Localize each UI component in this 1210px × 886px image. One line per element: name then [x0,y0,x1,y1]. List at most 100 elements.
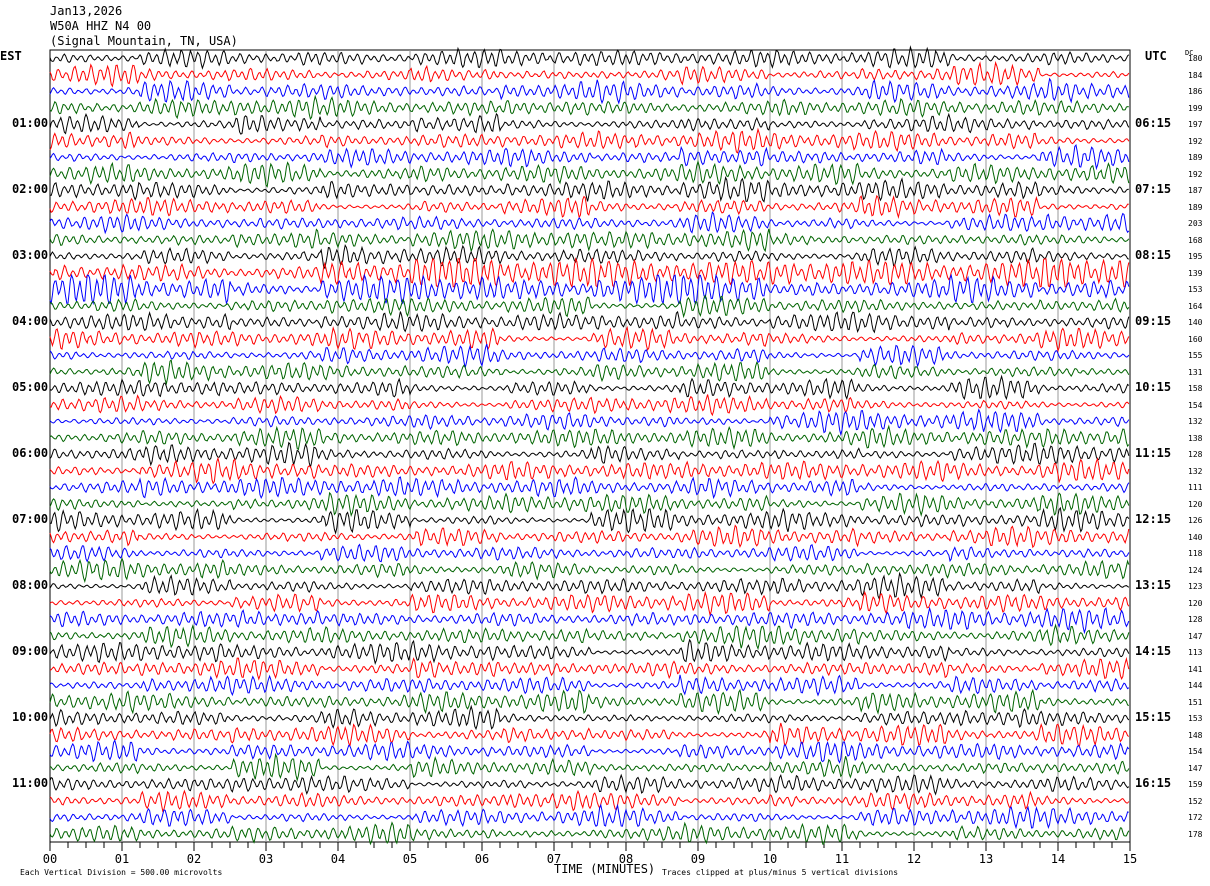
utc-time-label: 07:15 [1135,182,1172,197]
trace-line [49,228,1130,253]
dc-offset-label: 178 [1188,829,1203,839]
dc-offset-label: 120 [1188,598,1203,608]
utc-label: UTC [1145,49,1167,63]
x-tick-label: 02 [187,852,201,866]
x-tick-label: 03 [259,852,273,866]
dc-offset-label: 147 [1188,631,1203,641]
utc-time-label: 11:15 [1135,446,1172,461]
plot-frame [49,49,1131,843]
est-time-label: 02:00 [12,182,49,197]
x-tick-label: 12 [907,852,921,866]
dc-offset-label: 203 [1188,219,1203,229]
est-time-label: 03:00 [12,248,49,263]
trace-line [49,94,1129,121]
x-tick-label: 05 [403,852,417,866]
trace-line [49,160,1130,188]
trace-line [49,773,1130,796]
trace-line [49,688,1129,716]
est-time-label: 11:00 [12,776,49,791]
trace-line [49,789,1130,813]
utc-time-label: 08:15 [1135,248,1172,263]
dc-offset-label: 168 [1188,235,1203,245]
dc-offset-label: 132 [1188,417,1203,427]
location-label: (Signal Mountain, TN, USA) [50,34,238,48]
dc-offset-label: 154 [1188,400,1203,410]
dc-offset-label: 139 [1188,268,1203,278]
dc-offset-label: 128 [1188,450,1203,460]
trace-line [49,127,1130,154]
utc-time-label: 09:15 [1135,314,1172,329]
est-time-label: 09:00 [12,644,49,659]
trace-line [49,211,1130,235]
trace-line [49,325,1130,353]
dc-offset-label: 140 [1188,532,1203,542]
est-time-label: 10:00 [12,710,49,725]
dc-offset-label: 189 [1188,202,1203,212]
dc-offset-label: 131 [1188,367,1203,377]
x-tick-label: 08 [619,852,633,866]
trace-line [49,60,1130,88]
x-axis-title: TIME (MINUTES) [554,862,656,876]
scale-note: Each Vertical Division = 500.00 microvol… [20,868,223,877]
dc-offset-label: 160 [1188,334,1203,344]
x-tick-label: 09 [691,852,705,866]
dc-offset-label: 151 [1188,697,1203,707]
trace-line [49,408,1130,437]
trace-line [49,343,1130,368]
trace-line [49,257,1130,289]
x-tick-label: 01 [115,852,129,866]
x-tick-label: 10 [763,852,777,866]
trace-line [49,590,1130,617]
trace-line [49,739,1130,764]
dc-offset-label: 140 [1188,318,1203,328]
trace-line [49,273,1130,306]
dc-offset-label: 189 [1188,153,1203,163]
dc-offset-label: 192 [1188,136,1203,146]
dc-offset-label: 153 [1188,714,1203,724]
est-time-label: 04:00 [12,314,49,329]
dc-offset-label: 187 [1188,186,1203,196]
dc-offset-label: 197 [1188,120,1203,130]
trace-line [49,143,1130,171]
dc-offset-label: 152 [1188,796,1203,806]
utc-time-label: 06:15 [1135,116,1172,131]
trace-line [49,638,1130,665]
dc-offset-label: 172 [1188,813,1203,823]
dc-offset-label: 159 [1188,780,1203,790]
utc-time-label: 10:15 [1135,380,1172,395]
dc-offset-label: 118 [1188,549,1203,559]
trace-line [49,194,1129,219]
dc-offset-label: 186 [1188,87,1203,97]
dc-offset-label: 138 [1188,433,1203,443]
dc-offset-label: 180 [1188,54,1203,64]
dc-offset-label: 128 [1188,615,1203,625]
x-tick-label: 15 [1123,852,1137,866]
dc-offset-label: 154 [1188,747,1203,757]
dc-offset-label: 144 [1188,681,1203,691]
trace-line [49,543,1130,563]
trace-line [49,752,1130,782]
trace-line [49,394,1130,417]
dc-offset-label: 126 [1188,516,1203,526]
dc-offset-label: 132 [1188,466,1203,476]
station-label: W50A HHZ N4 00 [50,19,152,33]
x-tick-label: 11 [835,852,849,866]
utc-time-label: 12:15 [1135,512,1172,527]
dc-offset-label: 124 [1188,565,1203,575]
trace-line [49,456,1130,485]
trace-line [49,491,1130,518]
dc-offset-label: 123 [1188,582,1203,592]
date-label: Jan13,2026 [50,4,123,18]
x-tick-label: 00 [43,852,57,866]
utc-time-label: 15:15 [1135,710,1172,725]
utc-time-label: 14:15 [1135,644,1172,659]
utc-time-label: 16:15 [1135,776,1172,791]
est-label: EST [0,49,22,63]
trace-line [49,674,1130,697]
trace-line [49,606,1130,635]
trace-line [49,176,1129,203]
trace-line [49,524,1130,549]
est-time-label: 01:00 [12,116,49,131]
trace-line [49,476,1130,500]
